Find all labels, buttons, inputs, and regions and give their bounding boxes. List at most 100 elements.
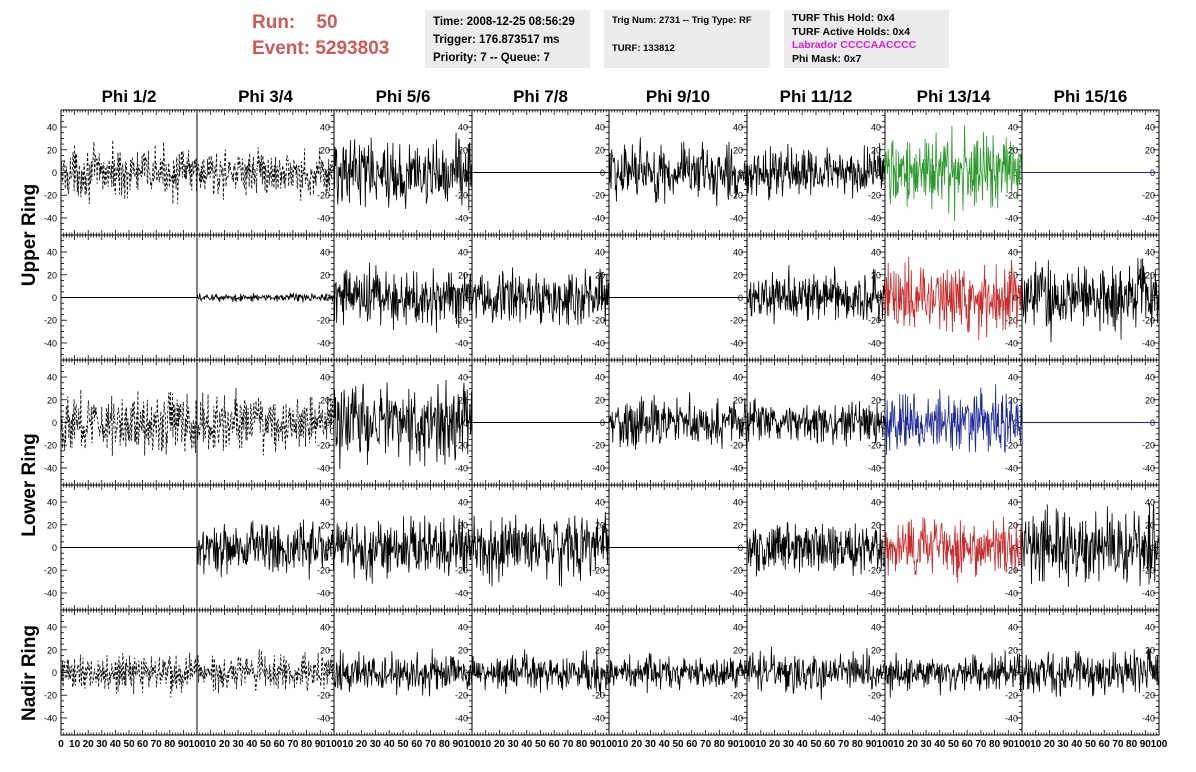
y-tick-label: 20 [47, 395, 57, 405]
event-row: Event: 5293803 [252, 36, 389, 62]
y-tick-label: 0 [600, 543, 605, 553]
y-tick-label: 0 [325, 668, 330, 678]
y-tick-label: -20 [1005, 566, 1018, 576]
waveform-trace [60, 389, 198, 456]
y-tick-label: -20 [868, 316, 881, 326]
turf-hold-line: TURF This Hold: 0x4 [792, 12, 895, 24]
waveform-trace [333, 132, 473, 211]
y-tick-label: -40 [730, 213, 743, 223]
y-tick-label: -20 [44, 191, 57, 201]
y-tick-label: -20 [44, 316, 57, 326]
y-tick-label: -40 [592, 713, 605, 723]
waveform-trace [608, 652, 748, 694]
y-tick-label: 20 [1008, 395, 1018, 405]
y-tick-label: 20 [1145, 395, 1155, 405]
y-tick-label: -40 [592, 213, 605, 223]
y-tick-label: -20 [592, 316, 605, 326]
y-tick-label: 20 [1008, 520, 1018, 530]
y-tick-label: 20 [1145, 145, 1155, 155]
phi-label: Phi 3/4 [238, 87, 293, 106]
y-tick-label: 40 [320, 123, 330, 133]
y-tick-label: -40 [592, 463, 605, 473]
phi-mask-line: Phi Mask: 0x7 [792, 52, 862, 65]
y-tick-label: 40 [1008, 373, 1018, 383]
y-tick-label: 40 [595, 123, 605, 133]
panel-frame [746, 609, 886, 736]
y-tick-label: 20 [733, 145, 743, 155]
y-tick-label: -20 [317, 691, 330, 701]
y-tick-label: -40 [455, 338, 468, 348]
y-tick-label: -40 [455, 713, 468, 723]
y-tick-label: 20 [871, 520, 881, 530]
y-tick-label: 0 [463, 418, 468, 428]
y-tick-label: 40 [1145, 248, 1155, 258]
y-tick-label: -40 [317, 713, 330, 723]
y-tick-label: 20 [47, 645, 57, 655]
y-tick-label: -40 [1005, 463, 1018, 473]
waveform-trace [1021, 503, 1160, 587]
y-tick-label: 20 [595, 395, 605, 405]
y-tick-label: 20 [1145, 270, 1155, 280]
y-tick-label: -20 [317, 316, 330, 326]
panel-frame [746, 484, 886, 611]
y-tick-label: -20 [730, 441, 743, 451]
waveform-trace [471, 267, 610, 326]
turf-line: TURF: 133812 [612, 43, 675, 54]
time-line: Time: 2008-12-25 08:56:29 [433, 16, 575, 28]
y-tick-label: 40 [458, 373, 468, 383]
waveform-trace [333, 648, 473, 697]
y-tick-label: -40 [1142, 588, 1155, 598]
y-tick-label: 40 [47, 123, 57, 133]
phi-label: Phi 5/6 [375, 87, 431, 106]
waveform-trace [333, 262, 473, 333]
y-tick-label: 20 [595, 520, 605, 530]
y-tick-label: 20 [47, 270, 57, 280]
y-tick-label: 20 [733, 645, 743, 655]
y-tick-label: 0 [52, 293, 57, 303]
trig-num-line: Trig Num: 2731 -- Trig Type: RF [612, 15, 752, 26]
y-tick-label: -40 [455, 588, 468, 598]
phi-label: Phi 1/2 [101, 87, 157, 106]
y-tick-label: -20 [592, 191, 605, 201]
y-tick-label: 20 [320, 645, 330, 655]
y-tick-label: 20 [320, 520, 330, 530]
y-tick-label: -40 [730, 588, 743, 598]
y-tick-label: 40 [320, 373, 330, 383]
y-tick-label: -40 [317, 463, 330, 473]
y-tick-label: -40 [868, 463, 881, 473]
y-tick-label: -40 [44, 713, 57, 723]
labrador-line: Labrador CCCCAACCCC [792, 39, 917, 51]
panel-frame [884, 484, 1023, 611]
y-tick-label: -20 [455, 691, 468, 701]
y-tick-label: 20 [1008, 270, 1018, 280]
waveform-trace [608, 137, 748, 207]
trigger-info-box: Trig Num: 2731 -- Trig Type: RF TURF: 13… [604, 10, 770, 68]
turf-info-box: TURF This Hold: 0x4 TURF Active Holds: 0… [784, 10, 949, 68]
y-tick-label: 0 [1013, 168, 1018, 178]
y-tick-label: 40 [733, 623, 743, 633]
y-tick-label: -20 [868, 191, 881, 201]
y-tick-label: 0 [52, 668, 57, 678]
y-tick-label: 40 [1145, 123, 1155, 133]
waveform-trace [884, 257, 1023, 341]
time-info-box: Time: 2008-12-25 08:56:29 Trigger: 176.8… [425, 10, 590, 68]
y-tick-label: 20 [47, 145, 57, 155]
y-tick-label: 40 [871, 498, 881, 508]
